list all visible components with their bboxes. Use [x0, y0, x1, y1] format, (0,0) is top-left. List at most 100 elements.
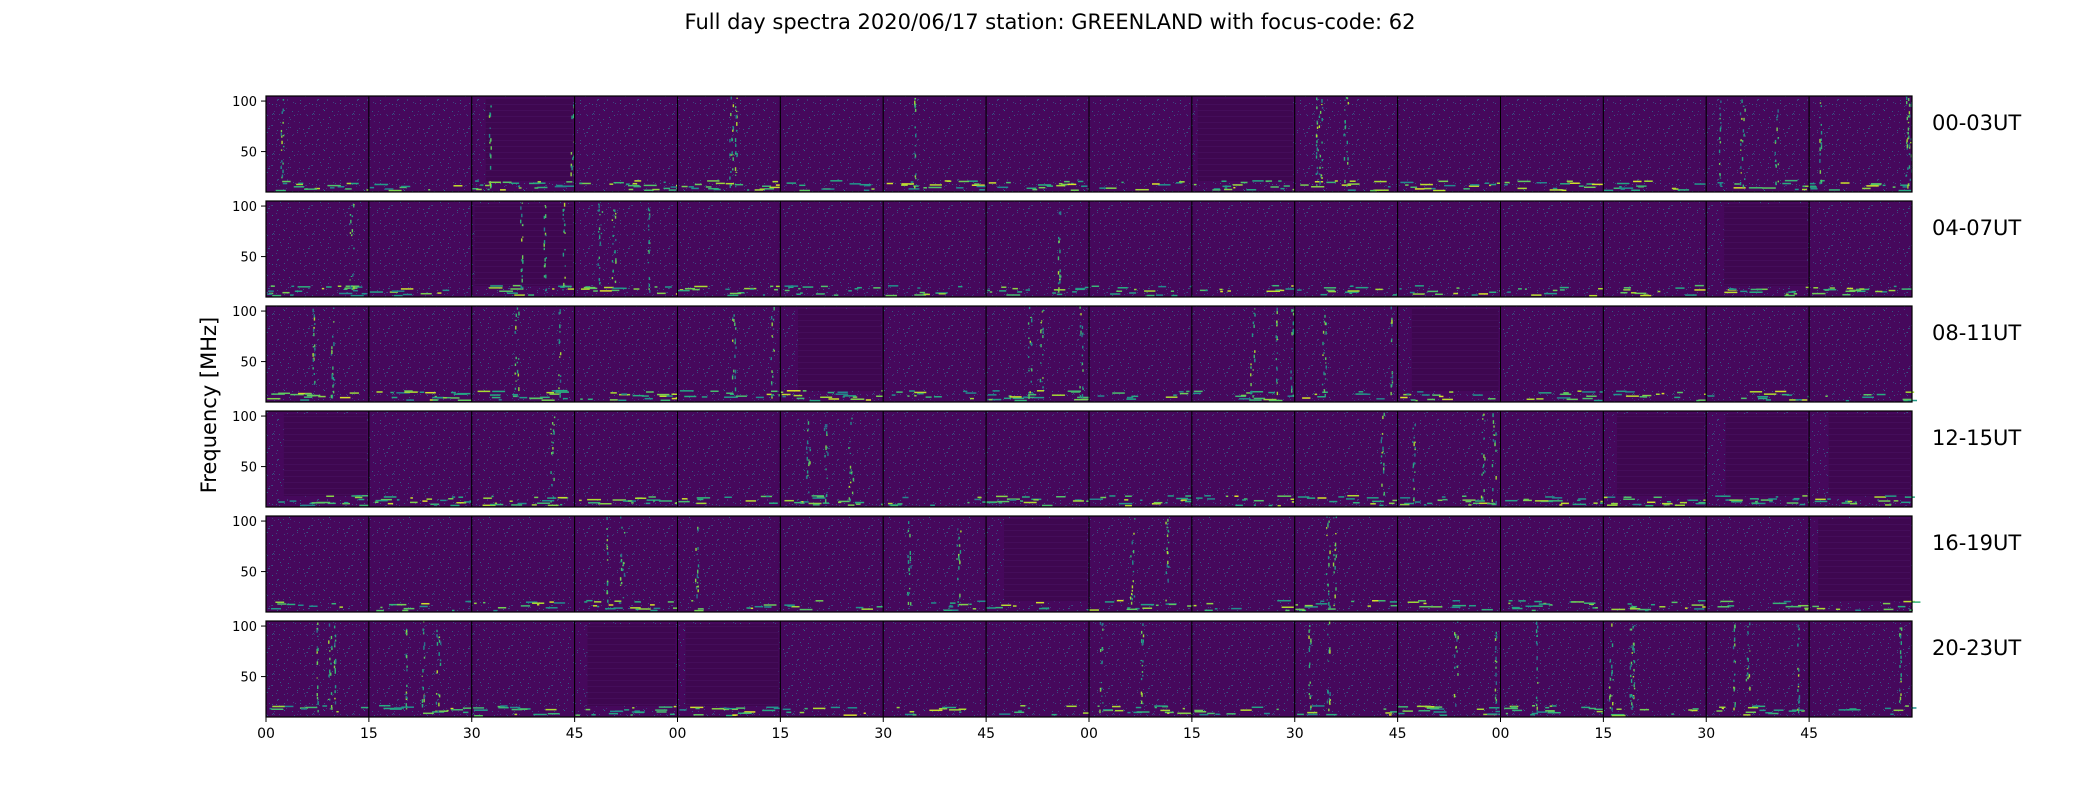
spectrogram-panel	[1602, 515, 1710, 613]
spectrogram-panel	[1294, 620, 1404, 718]
spectrogram-panel	[368, 620, 473, 718]
spectrogram-panel	[574, 95, 687, 193]
x-tick-label: 15	[360, 726, 378, 742]
x-tick-label: 15	[1594, 726, 1612, 742]
x-tick-label: 30	[1697, 726, 1715, 742]
spectrogram-panel	[985, 200, 1092, 298]
row-frame	[265, 95, 1913, 193]
spectrogram-panel	[471, 305, 576, 403]
spectrogram-panel	[1294, 200, 1407, 298]
spectrogram-panel	[368, 305, 473, 403]
spectrogram-panel	[471, 200, 578, 298]
spectrogram-panel	[677, 200, 790, 298]
spectrogram-panel	[1602, 410, 1716, 508]
x-tick-label: 15	[1183, 726, 1201, 742]
x-tick-label: 45	[1800, 726, 1818, 742]
spectrogram-panel	[1397, 410, 1501, 508]
spectrogram-panel	[1602, 200, 1707, 298]
spectrogram-panel	[779, 410, 888, 508]
row-frame	[265, 200, 1913, 298]
spectrogram-panel	[882, 200, 987, 298]
spectrogram-panel	[882, 95, 990, 193]
spectrogram-panel	[1500, 515, 1604, 613]
x-tick-label: 45	[977, 726, 995, 742]
y-tick-label: 100	[232, 95, 257, 110]
y-tick-label: 100	[232, 515, 257, 530]
spectrogram-panel	[368, 515, 477, 613]
spectrogram-panel	[574, 305, 683, 403]
spectrogram-panel	[1294, 305, 1399, 403]
spectrogram-panel	[471, 95, 577, 193]
row-frame	[265, 410, 1913, 508]
spectrogram-panel	[1088, 305, 1193, 403]
spectrogram-panel	[574, 620, 678, 718]
spectrogram-panel	[368, 410, 479, 508]
spectrogram-panel	[368, 200, 473, 298]
spectra-row: 50 100 04-07UT	[232, 200, 2021, 298]
spectrogram-panel	[1397, 305, 1501, 403]
x-tick-label: 15	[771, 726, 789, 742]
spectrogram-panel	[882, 305, 987, 403]
spectrogram-panel	[1191, 515, 1296, 613]
row-label: 16-19UT	[1932, 531, 2021, 555]
spectrogram-panel	[1088, 515, 1195, 613]
spectrogram-panel	[265, 410, 373, 508]
spectrogram-panel	[1500, 410, 1613, 508]
spectrogram-panel	[1500, 95, 1604, 193]
spectrogram-panel	[882, 515, 991, 613]
spectrogram-panel	[574, 515, 682, 613]
y-tick-label: 50	[240, 671, 257, 686]
spectra-row: 50 100 16-19UT	[232, 515, 2021, 613]
spectrogram-panel	[1500, 200, 1609, 298]
spectrogram-panel	[1397, 515, 1512, 613]
spectrogram-panel	[1808, 515, 1921, 613]
row-label: 00-03UT	[1932, 111, 2021, 135]
row-frame	[265, 515, 1913, 613]
spectrogram-panel	[985, 515, 1095, 613]
y-tick-label: 100	[232, 620, 257, 635]
spectrogram-panel	[985, 410, 1092, 508]
spectrogram-panel	[1602, 95, 1707, 193]
spectrogram-panel	[1191, 200, 1296, 298]
spectrogram-panel	[265, 515, 370, 613]
x-tick-label: 45	[1389, 726, 1407, 742]
x-tick-label: 30	[874, 726, 892, 742]
x-tick-label: 00	[257, 726, 275, 742]
spectrogram-panel	[1088, 410, 1199, 508]
spectrogram-panel	[1294, 410, 1399, 508]
spectrogram-panel	[1808, 410, 1915, 508]
spectrogram-panel	[1705, 305, 1817, 403]
y-tick-label: 100	[232, 410, 257, 425]
spectrogram-panel	[1088, 95, 1193, 193]
row-label: 20-23UT	[1932, 636, 2021, 660]
spectrogram-panel	[1808, 620, 1917, 718]
spectrogram-panel	[1500, 305, 1608, 403]
spectrogram-panel	[677, 305, 792, 403]
spectrogram-panel	[1705, 410, 1815, 508]
x-tick-label: 00	[1080, 726, 1098, 742]
spectrogram-panel	[985, 305, 1095, 403]
spectrogram-panel	[1191, 95, 1301, 193]
y-tick-label: 50	[240, 251, 257, 266]
spectrogram-panel	[677, 515, 781, 613]
y-tick-label: 100	[232, 200, 257, 215]
spectrogram-panel	[1808, 95, 1913, 193]
spectrogram-panel	[471, 410, 576, 508]
spectrogram-panel	[985, 620, 1093, 718]
spectra-row: 50 100 08-11UT	[232, 305, 2021, 403]
spectrogram-panel	[265, 200, 370, 298]
y-tick-label: 100	[232, 305, 257, 320]
spectrogram-panel	[1088, 200, 1197, 298]
spectrogram-panel	[1294, 95, 1403, 193]
spectrogram-panel	[574, 200, 687, 298]
spectrogram-panel	[1294, 515, 1403, 613]
spectrogram-panel	[677, 410, 786, 508]
spectrogram-panel	[779, 305, 891, 403]
spectrogram-panel	[1191, 620, 1296, 718]
spectrogram-panel	[1397, 95, 1503, 193]
spectra-row: 50 100 12-15UT	[232, 410, 2021, 508]
spectrogram-panel	[1602, 620, 1707, 718]
spectrogram-panel	[265, 95, 374, 193]
y-tick-label: 50	[240, 356, 257, 371]
